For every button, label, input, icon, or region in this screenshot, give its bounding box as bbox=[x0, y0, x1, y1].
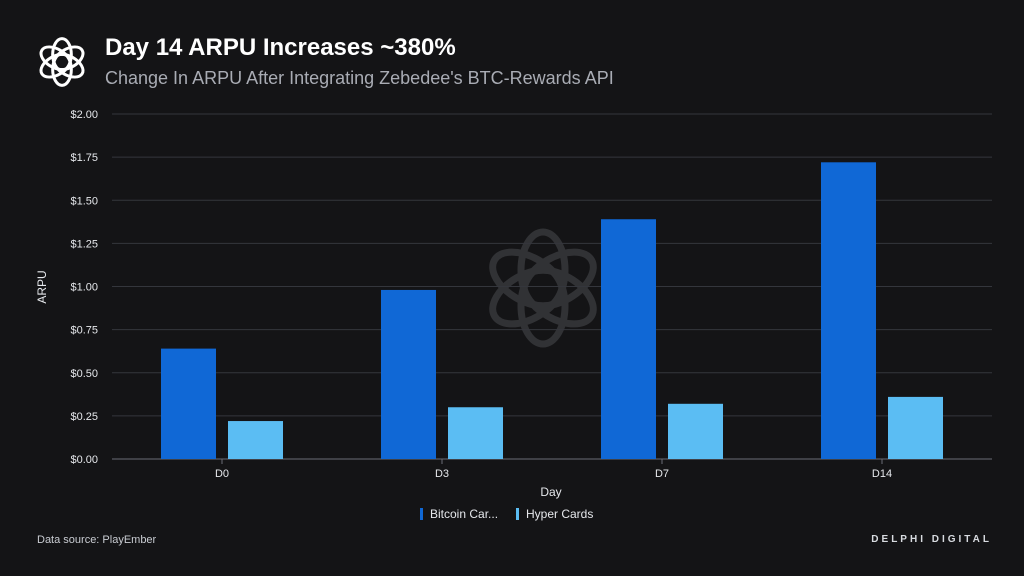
bars bbox=[161, 162, 943, 460]
bar-d0-series-0 bbox=[161, 348, 216, 459]
y-tick-label: $0.50 bbox=[70, 368, 98, 380]
legend: Bitcoin Car... Hyper Cards bbox=[420, 507, 593, 521]
x-tick-label: D3 bbox=[435, 468, 449, 480]
brand-wordmark: DELPHI DIGITAL bbox=[871, 534, 992, 545]
y-axis-label: ARPU bbox=[35, 270, 49, 303]
delphi-knot-watermark-icon bbox=[489, 228, 597, 348]
legend-swatch bbox=[516, 508, 519, 520]
y-tick-label: $2.00 bbox=[70, 109, 98, 121]
bar-d7-series-0 bbox=[601, 219, 656, 459]
chart-title: Day 14 ARPU Increases ~380% bbox=[105, 34, 456, 61]
chart-subtitle: Change In ARPU After Integrating Zebedee… bbox=[105, 68, 614, 88]
x-tick-label: D14 bbox=[872, 468, 892, 480]
y-tick-label: $0.75 bbox=[70, 325, 98, 337]
y-tick-label: $1.00 bbox=[70, 282, 98, 294]
data-source-note: Data source: PlayEmber bbox=[37, 534, 157, 546]
y-axis-ticks: $0.00 $0.25 $0.50 $0.75 $1.00 $1.25 $1.50 $1.75… bbox=[70, 109, 98, 466]
x-axis-ticks: D0 D3 D7 D14 bbox=[215, 459, 892, 480]
x-tick-label: D7 bbox=[655, 468, 669, 480]
bar-d0-series-1 bbox=[228, 421, 283, 459]
delphi-knot-logo-icon bbox=[39, 37, 85, 87]
bar-d3-series-0 bbox=[381, 289, 436, 459]
x-tick-label: D0 bbox=[215, 468, 229, 480]
bar-d14-series-1 bbox=[888, 396, 943, 459]
y-tick-label: $1.75 bbox=[70, 152, 98, 164]
x-axis-label: Day bbox=[540, 485, 561, 499]
bar-d3-series-1 bbox=[448, 407, 503, 459]
legend-label: Hyper Cards bbox=[526, 507, 593, 521]
bar-d7-series-1 bbox=[668, 403, 723, 459]
y-tick-label: $1.25 bbox=[70, 238, 98, 250]
y-tick-label: $0.25 bbox=[70, 411, 98, 423]
y-tick-label: $0.00 bbox=[70, 454, 98, 466]
legend-swatch bbox=[420, 508, 423, 520]
y-tick-label: $1.50 bbox=[70, 195, 98, 207]
bar-d14-series-0 bbox=[821, 162, 876, 460]
legend-label: Bitcoin Car... bbox=[430, 507, 498, 521]
